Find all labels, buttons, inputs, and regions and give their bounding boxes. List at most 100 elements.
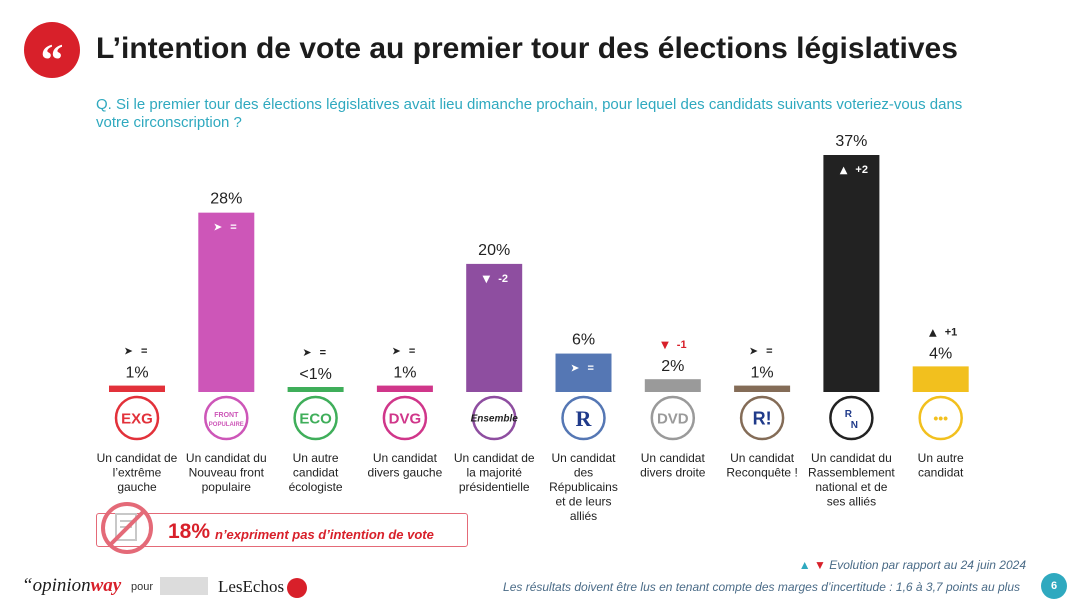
- exg-icon: EXG: [114, 395, 160, 441]
- page-number: 6: [1041, 573, 1067, 599]
- value-label-10: 4%: [929, 345, 952, 362]
- no-vote-icon: [101, 502, 153, 554]
- category-label-1: Un candidat de l’extrême gauche: [97, 451, 178, 494]
- party-icon-ring: [561, 395, 606, 441]
- value-label-6: 6%: [572, 332, 595, 349]
- evolution-value: =: [409, 346, 415, 358]
- party-icon-text: R: [576, 406, 593, 431]
- bar-8: [734, 385, 791, 392]
- party-icon-ring: [382, 395, 428, 441]
- eco-icon: ECO: [293, 395, 338, 441]
- party-icon-ring: [650, 395, 696, 441]
- evolution-arrow-icon: ➤: [124, 345, 133, 358]
- opinionway-logo-prefix: “opinion: [22, 575, 91, 596]
- evolution-arrow-icon: ➤: [392, 345, 401, 358]
- rn-icon: RN: [829, 395, 874, 441]
- reconquete-icon: R!: [739, 395, 785, 441]
- category-label-9: Un candidat du Rassemblement national et d…: [808, 451, 895, 509]
- evolution-value: =: [766, 346, 772, 358]
- evolution-value: +2: [855, 164, 868, 176]
- evolution-value: =: [141, 346, 147, 358]
- category-label-5: Un candidat de la majorité présidentielle: [454, 451, 535, 494]
- dvg-icon: DVG: [382, 395, 428, 441]
- dvd-icon: DVD: [650, 395, 696, 441]
- nfp-icon: FRONT POPULAIRE: [204, 395, 249, 441]
- party-icon-text: N: [851, 420, 858, 431]
- evolution-arrow-icon: ▼: [661, 340, 669, 351]
- evolution-indicator-8: ➤ =: [749, 345, 773, 358]
- category-label-4: Un candidat divers gauche: [368, 451, 443, 480]
- uncertainty-note: Les résultats doivent être lus en tenant…: [503, 580, 1020, 594]
- party-icon-ring: [739, 395, 785, 441]
- party-icon-text: Ensemble: [471, 414, 519, 425]
- evolution-indicator-1: ➤ =: [124, 345, 148, 358]
- evolution-value: -1: [677, 339, 687, 351]
- evolution-arrow-icon: ➤: [570, 362, 579, 375]
- evolution-arrow-icon: ➤: [213, 221, 222, 234]
- evolution-value: =: [320, 347, 326, 359]
- party-icon-text: FRONT: [214, 412, 239, 419]
- value-label-5: 20%: [478, 242, 510, 259]
- value-label-2: 28%: [210, 191, 242, 208]
- party-icon-ring: [471, 395, 517, 441]
- party-icon-text: R!: [753, 408, 772, 428]
- bar-5: [466, 263, 523, 392]
- category-label-8: Un candidat Reconquête !: [726, 451, 797, 480]
- party-icon-text: R: [845, 409, 853, 420]
- party-icon-text: POPULAIRE: [209, 422, 244, 428]
- evolution-value: -2: [498, 273, 508, 285]
- bar-7: [644, 379, 701, 392]
- party-icon-ring: [204, 395, 249, 441]
- party-icon-text: •••: [933, 410, 948, 426]
- value-label-4: 1%: [393, 365, 416, 382]
- evolution-legend: ▲ ▼ Evolution par rapport au 24 juin 202…: [799, 558, 1026, 572]
- party-icon-text: EXG: [121, 410, 153, 427]
- lr-icon: R: [561, 395, 606, 441]
- evolution-indicator-10: ▲ +1: [929, 326, 957, 338]
- category-label-7: Un candidat divers droite: [640, 451, 706, 480]
- opinionway-logo: “opinionway: [22, 575, 121, 597]
- legend-text: Evolution par rapport au 24 juin 2024: [829, 558, 1026, 572]
- bar-10: [912, 366, 969, 392]
- category-label-10: Un autre candidat: [918, 451, 964, 480]
- category-label-6: Un candidat des Républicains et de leurs all…: [549, 451, 618, 523]
- evolution-arrow-icon: ➤: [302, 346, 311, 359]
- survey-question: Q. Si le premier tour des élections légi…: [96, 96, 963, 131]
- les-echos-logo: LesEchos: [218, 577, 285, 596]
- page-title: L’intention de vote au premier tour des …: [96, 32, 958, 65]
- evolution-indicator-2: ➤ =: [213, 221, 237, 234]
- evolution-indicator-9: ▲ +2: [840, 164, 868, 176]
- party-icon-text: ECO: [299, 410, 332, 427]
- opinionway-logo-suffix: way: [90, 575, 122, 596]
- evolution-indicator-3: ➤ =: [302, 346, 326, 359]
- bar-6: [555, 353, 612, 392]
- pour-label: pour: [131, 581, 154, 593]
- party-icon-ring: [829, 395, 874, 441]
- no-vote-percentage: 18%: [168, 520, 211, 543]
- other-candidate-icon: •••: [918, 395, 963, 441]
- value-label-7: 2%: [661, 358, 684, 375]
- no-vote-intention-box: [96, 513, 468, 547]
- bar-1: [109, 385, 165, 392]
- bar-4: [376, 385, 433, 392]
- bar-9: [823, 155, 880, 392]
- evolution-arrow-icon: ▲: [929, 327, 937, 338]
- value-label-8: 1%: [751, 365, 774, 382]
- bar-2: [198, 212, 255, 392]
- evolution-arrow-icon: ▲: [840, 165, 848, 176]
- partner-badge-icon: [287, 578, 307, 598]
- party-icon-ring: [293, 395, 338, 441]
- value-label-3: <1%: [299, 366, 331, 383]
- no-vote-label: n’expriment pas d’intention de vote: [215, 527, 434, 542]
- partner-logo-gray: [160, 577, 208, 595]
- value-label-9: 37%: [835, 133, 867, 150]
- legend-down-icon: ▼: [813, 558, 826, 572]
- bar-3: [287, 387, 344, 392]
- party-icon-ring: [114, 395, 160, 441]
- quote-icon: “: [24, 22, 80, 85]
- evolution-value: =: [588, 363, 594, 375]
- party-icon-text: DVG: [389, 410, 422, 427]
- party-icon-ring: [918, 395, 963, 441]
- party-icon-text: DVD: [657, 410, 689, 427]
